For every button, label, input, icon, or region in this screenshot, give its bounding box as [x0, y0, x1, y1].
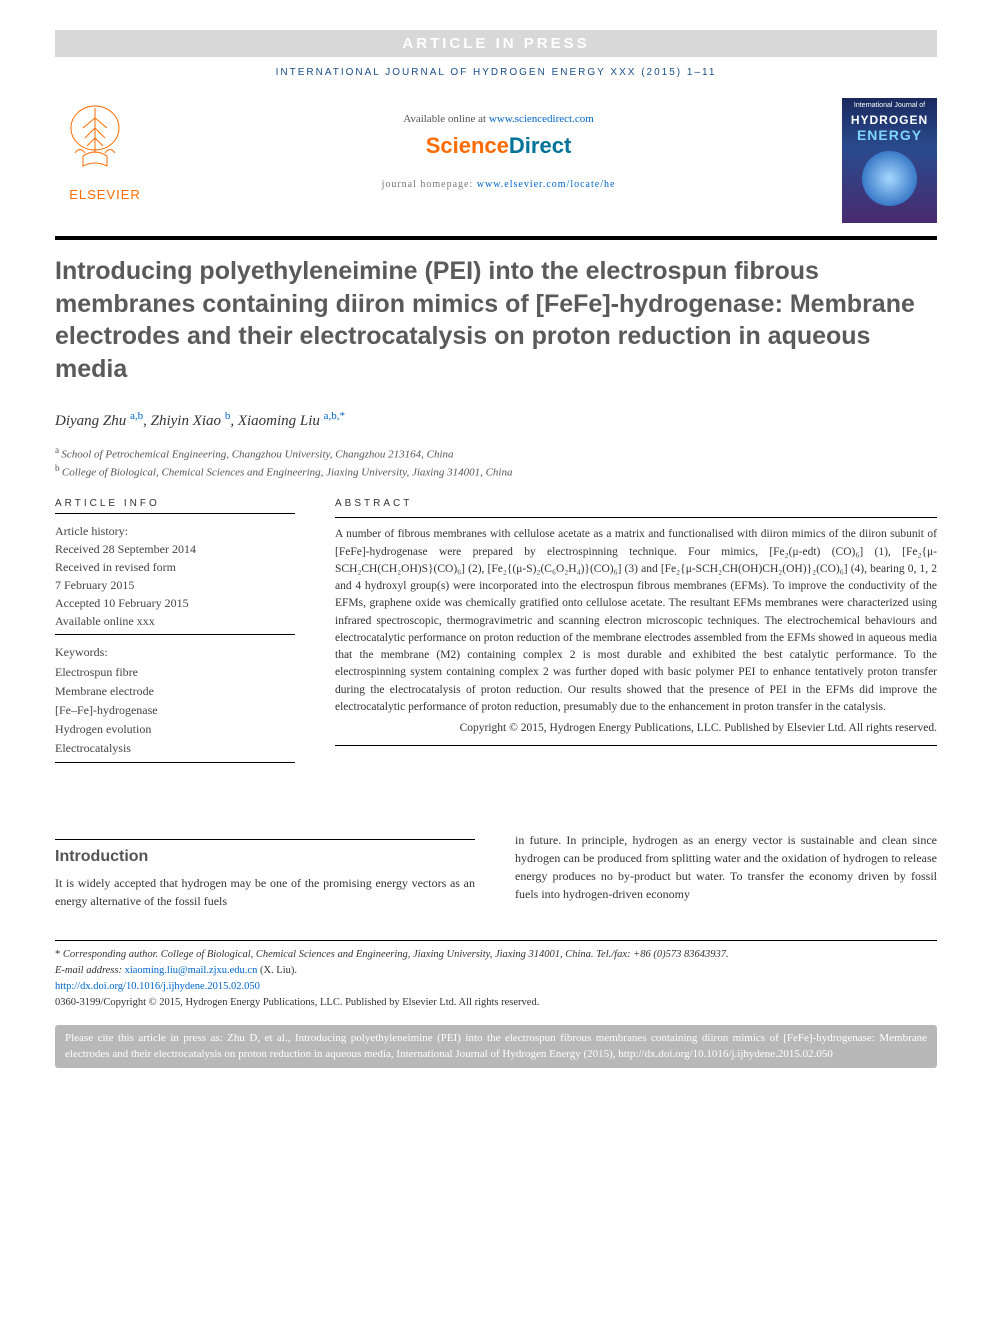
affiliations-list: a School of Petrochemical Engineering, C…	[55, 445, 937, 478]
header-center: Available online at www.sciencedirect.co…	[175, 98, 822, 190]
authors-list: Diyang Zhu a,b, Zhiyin Xiao b, Xiaoming …	[55, 410, 937, 430]
article-title: Introducing polyethyleneimine (PEI) into…	[55, 255, 937, 385]
email-line: E-mail address: xiaoming.liu@mail.zjxu.e…	[55, 963, 937, 979]
journal-cover-thumbnail: International Journal of HYDROGEN ENERGY	[842, 98, 937, 223]
sciencedirect-logo: ScienceDirect	[175, 133, 822, 159]
abstract-text: A number of fibrous membranes with cellu…	[335, 526, 937, 737]
info-separator	[55, 634, 295, 635]
abstract-label: ABSTRACT	[335, 498, 937, 509]
intro-separator	[55, 839, 475, 840]
abstract-copyright: Copyright © 2015, Hydrogen Energy Public…	[335, 720, 937, 737]
cite-as-box: Please cite this article in press as: Zh…	[55, 1025, 937, 1068]
author: Xiaoming Liu a,b,*	[238, 413, 345, 429]
abstract-column: ABSTRACT A number of fibrous membranes w…	[335, 498, 937, 771]
keyword: Electrospun fibre	[55, 663, 295, 682]
cover-subtitle: International Journal of	[842, 98, 937, 113]
history-line: Accepted 10 February 2015	[55, 594, 295, 612]
keywords-block: Keywords: Electrospun fibreMembrane elec…	[55, 643, 295, 758]
introduction-section: Introduction It is widely accepted that …	[55, 831, 937, 910]
article-info-label: ARTICLE INFO	[55, 498, 295, 509]
author-email-link[interactable]: xiaoming.liu@mail.zjxu.edu.cn	[125, 965, 258, 976]
info-separator	[55, 513, 295, 514]
article-history: Article history: Received 28 September 2…	[55, 522, 295, 630]
affiliation: b College of Biological, Chemical Scienc…	[55, 463, 937, 479]
intro-right-column: in future. In principle, hydrogen as an …	[515, 831, 937, 910]
history-line: 7 February 2015	[55, 576, 295, 594]
cover-hydrogen: HYDROGEN	[842, 113, 937, 127]
history-line: Received 28 September 2014	[55, 540, 295, 558]
corresponding-author-note: * Corresponding author. College of Biolo…	[55, 947, 937, 963]
available-online: Available online at www.sciencedirect.co…	[175, 113, 822, 125]
elsevier-logo: ELSEVIER	[55, 98, 155, 202]
history-line: Received in revised form	[55, 558, 295, 576]
journal-reference: INTERNATIONAL JOURNAL OF HYDROGEN ENERGY…	[55, 57, 937, 88]
journal-homepage-link[interactable]: www.elsevier.com/locate/he	[477, 179, 616, 190]
keyword: Membrane electrode	[55, 682, 295, 701]
keyword: [Fe–Fe]-hydrogenase	[55, 701, 295, 720]
abstract-separator	[335, 517, 937, 518]
keyword: Hydrogen evolution	[55, 720, 295, 739]
title-separator	[55, 236, 937, 240]
header-row: ELSEVIER Available online at www.science…	[55, 88, 937, 228]
history-label: Article history:	[55, 522, 295, 540]
article-in-press-banner: ARTICLE IN PRESS	[55, 30, 937, 57]
info-separator	[55, 762, 295, 763]
journal-homepage: journal homepage: www.elsevier.com/locat…	[175, 179, 822, 190]
keyword: Electrocatalysis	[55, 739, 295, 758]
intro-left-column: Introduction It is widely accepted that …	[55, 831, 475, 910]
cover-graphic-icon	[862, 151, 917, 206]
footnotes: * Corresponding author. College of Biolo…	[55, 940, 937, 1010]
elsevier-name: ELSEVIER	[55, 187, 155, 202]
affiliation: a School of Petrochemical Engineering, C…	[55, 445, 937, 461]
abstract-separator-bottom	[335, 745, 937, 746]
sciencedirect-link[interactable]: www.sciencedirect.com	[489, 113, 594, 125]
elsevier-tree-icon	[55, 98, 135, 178]
author: Diyang Zhu a,b	[55, 413, 143, 429]
doi-link[interactable]: http://dx.doi.org/10.1016/j.ijhydene.201…	[55, 981, 260, 992]
intro-para-left: It is widely accepted that hydrogen may …	[55, 874, 475, 910]
issn-copyright: 0360-3199/Copyright © 2015, Hydrogen Ene…	[55, 995, 937, 1011]
keywords-label: Keywords:	[55, 643, 295, 662]
introduction-heading: Introduction	[55, 848, 475, 866]
article-info-column: ARTICLE INFO Article history: Received 2…	[55, 498, 295, 771]
cover-energy: ENERGY	[842, 127, 937, 143]
author: Zhiyin Xiao b	[151, 413, 231, 429]
history-line: Available online xxx	[55, 612, 295, 630]
